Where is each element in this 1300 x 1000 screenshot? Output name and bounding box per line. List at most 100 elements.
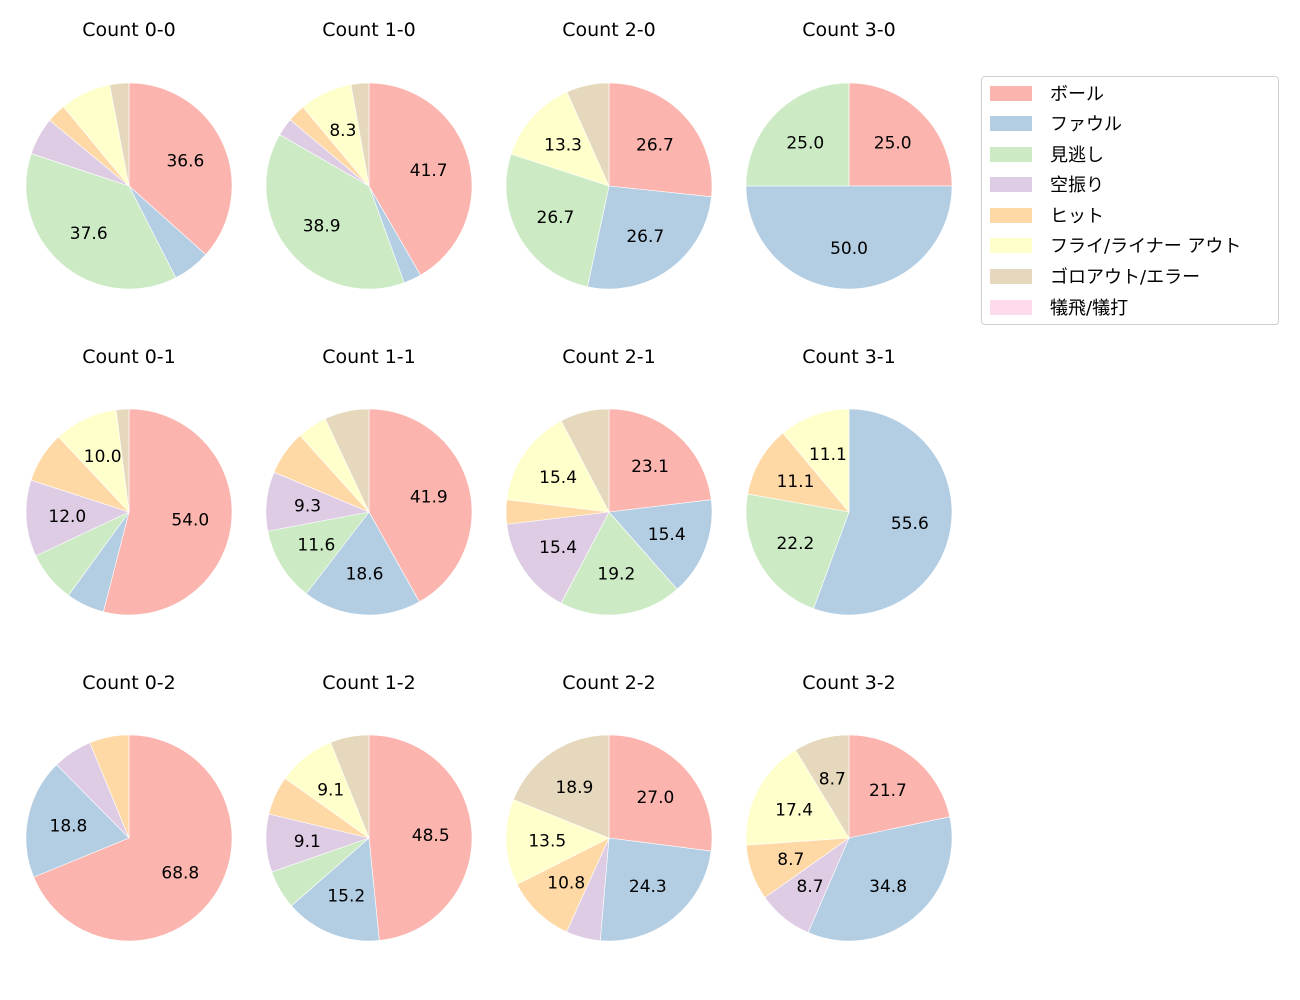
slice-label: 41.9: [410, 487, 448, 507]
slice-label: 26.7: [636, 136, 674, 156]
slice-label: 12.0: [48, 507, 86, 527]
pie-slice: [103, 408, 233, 616]
pie-slice: [109, 82, 130, 187]
chart-title: Count 1-1: [322, 346, 416, 368]
pie-slice: [560, 408, 610, 513]
pie-slice: [33, 734, 233, 942]
pie-slice: [608, 499, 713, 590]
legend-label: ボール: [1050, 84, 1104, 105]
slice-label: 25.0: [786, 133, 824, 153]
slice-label: 9.1: [317, 780, 344, 800]
pie-slice: [305, 511, 420, 616]
legend-swatch: [990, 146, 1032, 162]
chart-title: Count 3-0: [802, 19, 896, 41]
pie-slice: [506, 511, 610, 604]
legend-label: ヒット: [1050, 206, 1104, 227]
pie-slice: [795, 734, 850, 840]
legend-item-sacrifice: 犠飛/犠打: [990, 295, 1128, 319]
legend-swatch: [990, 299, 1032, 315]
legend-swatch: [990, 115, 1032, 131]
pie-slice: [745, 493, 850, 610]
slice-label: 48.5: [412, 826, 450, 846]
chart-title: Count 1-2: [322, 672, 416, 694]
pie-slice: [848, 734, 951, 839]
slice-label: 19.2: [597, 564, 635, 584]
legend-label: 犠飛/犠打: [1050, 298, 1129, 319]
slice-label: 34.8: [869, 877, 907, 897]
pie-slice: [89, 734, 130, 839]
legend-label: ファウル: [1050, 114, 1122, 135]
pie-chart-count-3-1: Count 3-1 55.6 22.2 11.1 11.1: [745, 346, 953, 616]
pie-slice: [566, 82, 610, 187]
slice-label: 10.8: [547, 874, 585, 894]
legend-label: 空振り: [1050, 175, 1104, 196]
slice-label: 15.4: [648, 525, 686, 545]
slice-label: 37.6: [70, 224, 108, 244]
legend-item-foul: ファウル: [990, 111, 1122, 135]
slice-label: 25.0: [874, 133, 912, 153]
chart-title: Count 3-2: [802, 672, 896, 694]
pie-slice: [745, 82, 850, 187]
slice-label: 15.4: [539, 468, 577, 488]
chart-title: Count 2-0: [562, 19, 656, 41]
slice-label: 50.0: [830, 239, 868, 259]
slice-label: 55.6: [891, 514, 929, 534]
pie-slice: [747, 432, 850, 513]
slice-label: 24.3: [629, 877, 667, 897]
slice-label: 18.9: [555, 778, 593, 798]
pie-slice: [291, 837, 380, 942]
legend-swatch: [990, 85, 1032, 101]
slice-label: 23.1: [631, 457, 669, 477]
pie-slice: [608, 408, 712, 513]
pie-slice: [745, 749, 850, 846]
pie-slice: [128, 82, 233, 256]
pie-slice: [25, 153, 177, 290]
slice-label: 21.7: [869, 781, 907, 801]
pie-slice: [505, 799, 610, 885]
slice-label: 9.1: [294, 832, 321, 852]
legend-label: 見逃し: [1050, 145, 1104, 166]
pie-slice: [782, 408, 850, 513]
pie-slice: [368, 734, 473, 941]
chart-title: Count 0-1: [82, 346, 176, 368]
slice-label: 36.6: [166, 152, 204, 172]
legend-swatch: [990, 176, 1032, 192]
pie-slice: [368, 82, 473, 276]
pie-slice: [587, 185, 712, 290]
legend-item-hit: ヒット: [990, 203, 1104, 227]
legend-swatch: [990, 268, 1032, 284]
slice-label: 18.6: [346, 565, 384, 585]
slice-label: 38.9: [303, 217, 341, 237]
pie-chart-count-1-1: Count 1-1 41.9 18.6 11.6 9.3: [265, 346, 473, 616]
pie-slice: [608, 82, 713, 198]
legend-item-grounder-error: ゴロアウト/エラー: [990, 264, 1200, 288]
pie-slice: [265, 134, 405, 290]
pie-slice: [115, 408, 130, 513]
pie-slice: [516, 837, 610, 933]
slice-label: 26.7: [626, 227, 664, 247]
pie-slice: [368, 408, 473, 603]
chart-title: Count 1-0: [322, 19, 416, 41]
slice-label: 26.7: [537, 208, 575, 228]
legend-label: ゴロアウト/エラー: [1050, 267, 1201, 288]
pie-slice: [25, 764, 130, 878]
slice-label: 10.0: [84, 447, 122, 467]
slice-label: 8.7: [777, 850, 804, 870]
pie-slice: [608, 734, 713, 852]
chart-title: Count 2-1: [562, 346, 656, 368]
pie-chart-count-0-0: Count 0-0 36.6 37.6: [25, 19, 233, 290]
pie-slice: [848, 82, 953, 187]
slice-label: 18.8: [50, 817, 88, 837]
slice-label: 8.7: [819, 769, 846, 789]
slice-label: 15.2: [327, 886, 365, 906]
pie-slice: [506, 420, 610, 513]
pie-chart-count-3-0: Count 3-0 25.0 50.0 25.0: [745, 19, 953, 290]
slice-label: 54.0: [171, 511, 209, 531]
pie-chart-count-2-0: Count 2-0 26.7 26.7 26.7 13.3: [505, 19, 713, 290]
legend-item-called-strike: 見逃し: [990, 142, 1104, 166]
chart-title: Count 0-0: [82, 19, 176, 41]
pie-slice: [599, 837, 712, 942]
pie-slice: [560, 511, 678, 616]
legend-item-fly-liner-out: フライ/ライナー アウト: [990, 233, 1241, 257]
legend-item-ball: ボール: [990, 81, 1104, 105]
